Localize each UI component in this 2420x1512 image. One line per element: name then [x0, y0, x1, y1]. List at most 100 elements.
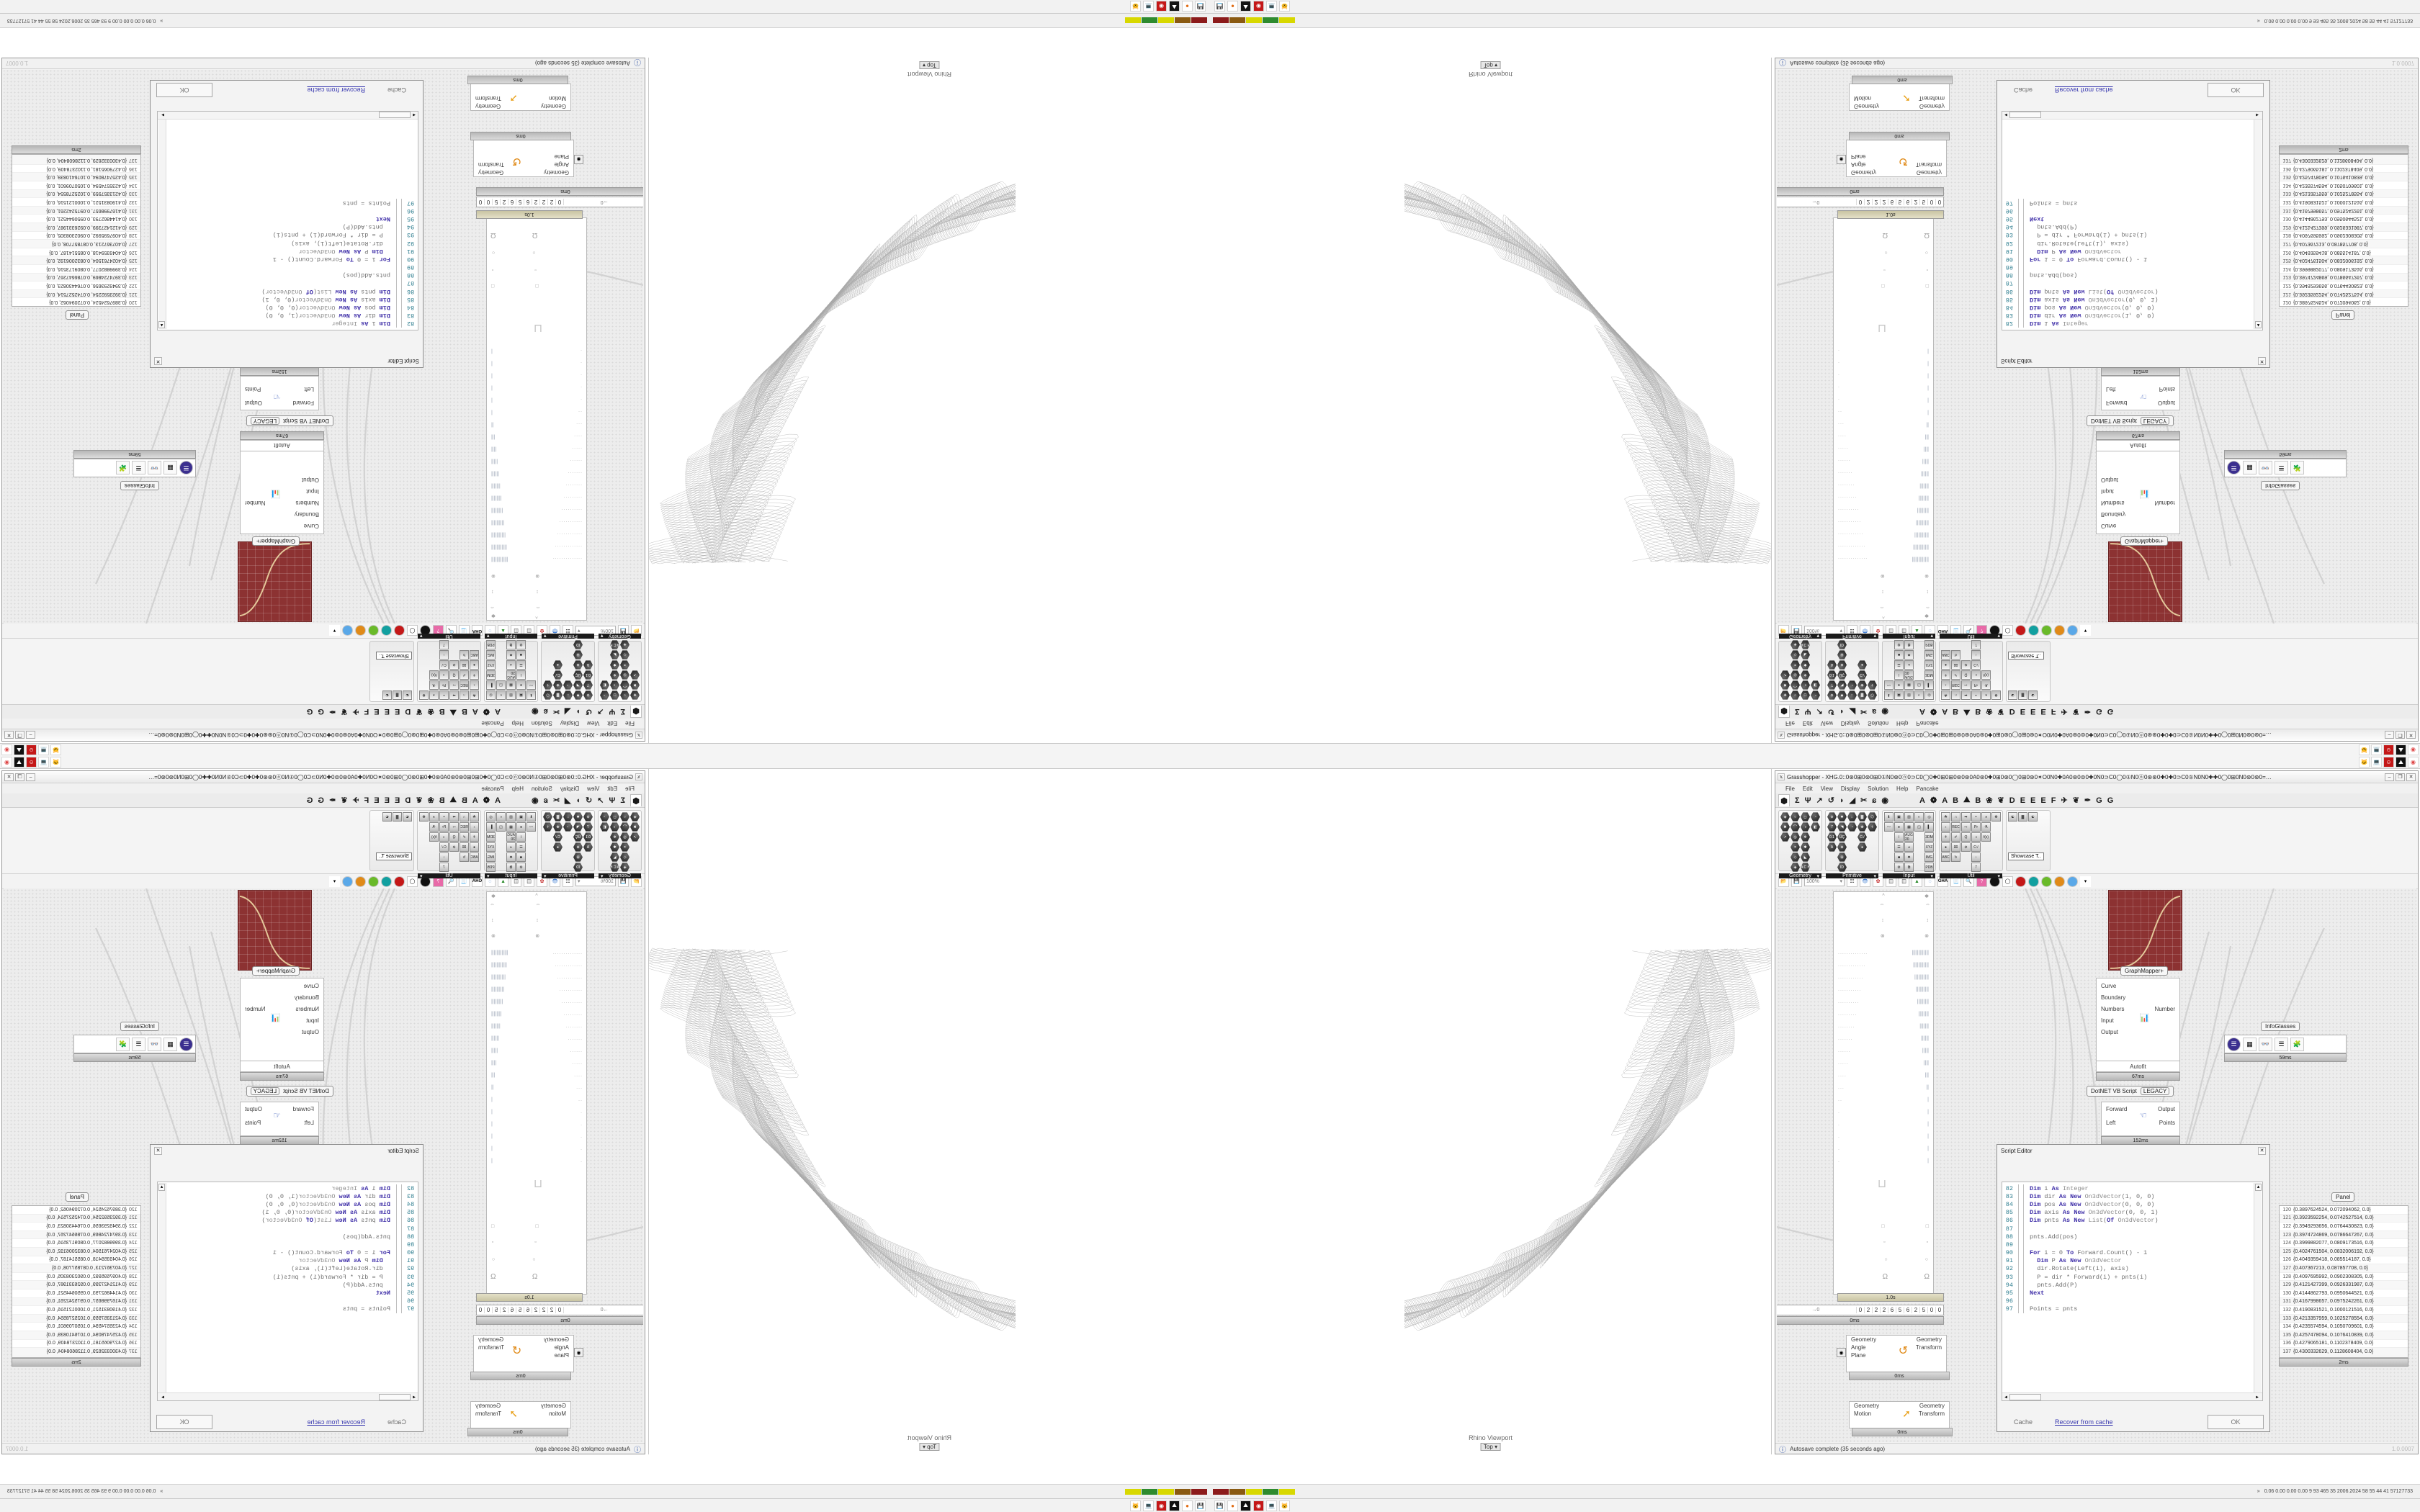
slider-digit[interactable]: 6	[508, 199, 517, 205]
component-icon[interactable]: ∷	[1847, 812, 1857, 822]
category-tab-11[interactable]: ❁	[1930, 796, 1937, 805]
slider-digit[interactable]: 5	[516, 1307, 525, 1313]
component-icon[interactable]: ▍	[1924, 822, 1934, 832]
laptop-icon[interactable]: 💻	[2371, 744, 2382, 755]
rotate-timer[interactable]: 0ms	[470, 132, 571, 140]
slider-timer[interactable]: 0ms	[476, 1316, 643, 1325]
category-tab-6[interactable]: ◢	[1849, 707, 1856, 716]
component-icon[interactable]: ⬡	[543, 690, 552, 700]
category-tab-5[interactable]: ◗	[575, 796, 581, 805]
showcase-icons[interactable]: ☯ ▓ ☯	[2007, 642, 2050, 701]
component-icon[interactable]: ◔	[600, 812, 609, 822]
component-icon[interactable]: ◈	[620, 863, 629, 872]
component-icon[interactable]: ⊞	[1837, 650, 1847, 660]
infoglasses-label[interactable]: InfoGlasses	[2261, 1022, 2300, 1031]
scroll-up-icon[interactable]: ▲	[158, 321, 165, 328]
preview-teal-icon[interactable]	[381, 625, 392, 636]
component-icon[interactable]: 7	[439, 640, 449, 649]
cache-button[interactable]: Cache	[2014, 86, 2033, 94]
slider-digit[interactable]: 0	[485, 1307, 493, 1313]
chevron-down-icon[interactable]: ▾	[2080, 876, 2091, 887]
category-tab-27[interactable]: G	[2107, 707, 2114, 716]
slider-digit[interactable]: 0	[1855, 1307, 1864, 1313]
rhino-viewport[interactable]: Rhino Viewport Top ▾	[648, 58, 1210, 743]
component-icon[interactable]: ◣	[1801, 852, 1810, 862]
ribbon-group-primitive[interactable]: ⊘ 7 0.1 A ✸ ◥ ÜÇ ⊕ ⊞ ID ∷ ◔ ▓ ❀ C:/● ⬡ ⚕ Primitive ▾	[541, 634, 595, 702]
component-icon[interactable]: ◇	[620, 650, 629, 660]
grasshopper-title-bar[interactable]: 𝕩 Grasshopper - XHG.0::0⊛0⊞0⊛0⊞0①N0⊛0ⓝ0⊃…	[1775, 771, 2418, 783]
component-icon[interactable]: ◕	[1981, 812, 1991, 822]
script-editor-dialog[interactable]: Script Editor ✕ 82 Dim i As Integer 83 Dim …	[1996, 80, 2270, 368]
category-tab-4[interactable]: ↺	[1827, 796, 1834, 805]
component-icon[interactable]: ♁	[470, 822, 479, 832]
component-icon[interactable]: ◎	[620, 832, 629, 842]
component-icon[interactable]: ⊞	[1837, 852, 1847, 862]
component-icon[interactable]: ●	[1857, 842, 1867, 852]
component-icon[interactable]: C:/	[439, 660, 449, 670]
component-icon[interactable]: ◔	[1847, 680, 1857, 690]
cat-icon[interactable]: 🐱	[1130, 1, 1141, 12]
category-tab-3[interactable]: ↗	[597, 707, 604, 716]
close-button[interactable]: ✕	[4, 773, 14, 781]
shade-red-icon[interactable]	[2015, 876, 2026, 887]
slider-digit[interactable]: 0	[1935, 199, 1943, 205]
category-tab-9[interactable]: ◉	[1881, 796, 1889, 805]
component-icon[interactable]: ☯	[382, 690, 392, 700]
component-icon[interactable]: XYZ	[1924, 842, 1934, 852]
scroll-up-icon[interactable]: ▲	[2255, 1184, 2262, 1191]
panel-timer[interactable]: 2ms	[2279, 145, 2408, 154]
component-icon[interactable]: Q	[449, 832, 459, 842]
component-icon[interactable]: ◌	[1971, 650, 1981, 660]
component-icon[interactable]: ☯	[403, 812, 412, 822]
component-icon[interactable]: ●	[1857, 660, 1867, 670]
ribbon-icon-grid[interactable]: ☘ ♁ ⚘ ● ABC ∩ REC ✐ ⌧ ↻ ➡ ⇨ Q ⊘ ◓ Pr ◑ C:/◌ 7 ◕ ⚗ f(x) ❁	[1940, 639, 2002, 701]
component-icon[interactable]: ▣	[1894, 690, 1904, 700]
component-icon[interactable]: ✸	[1837, 812, 1847, 822]
component-icon[interactable]: ÜÇ	[1837, 670, 1847, 680]
category-tab-27[interactable]: G	[2107, 796, 2114, 805]
move-timer[interactable]: 0ms	[1852, 76, 1953, 84]
category-tab-22[interactable]: F	[364, 796, 369, 805]
recover-from-cache-link[interactable]: Recover from cache	[307, 86, 365, 94]
script-editor-title-bar[interactable]: Script Editor ✕	[151, 356, 423, 367]
category-tab-3[interactable]: ↗	[597, 796, 604, 805]
ribbon-icon-grid[interactable]: ◈ ✖ ↗ ○ ⌒ ◎ ⚭ ◇ ◈ ◻ ◑ ❄ ✱ ◣ A C B ◔ ◧	[1779, 639, 1821, 701]
component-icon[interactable]: ◐	[1914, 812, 1924, 822]
component-icon[interactable]: REC	[460, 822, 469, 832]
category-tab-1[interactable]: Σ	[620, 796, 625, 805]
bars-icon[interactable]: ☰	[2275, 1037, 2288, 1051]
ribbon-group-util[interactable]: ☘ ♁ ⚘ ● ABC ∩ REC ✐ ⌧ ↻ ➡ ⇨ Q ⊘ ◓ Pr ◑ C:/◌ 7 ◕ ⚗ f(x) ❁ Util ▾	[1939, 634, 2003, 702]
chevron-down-icon[interactable]: ▾	[329, 625, 340, 636]
tray-icon-group[interactable]: 🐱 💻 ☺ ⛰ ◉	[1, 757, 61, 768]
component-icon[interactable]: ☯	[2028, 812, 2038, 822]
component-icon[interactable]: ⧉	[506, 640, 516, 649]
component-icon[interactable]: ●	[1941, 660, 1950, 670]
script-editor-dialog[interactable]: Script Editor ✕ 82 Dim i As Integer 83 Dim …	[150, 80, 424, 368]
slider-digit[interactable]: 2	[1879, 1307, 1888, 1313]
rhino-icon[interactable]: ⛰	[1240, 1, 1251, 12]
component-icon[interactable]: ID	[1837, 640, 1847, 649]
menu-item-display[interactable]: Display	[560, 720, 580, 727]
component-icon[interactable]: ■	[516, 852, 526, 862]
code-editor[interactable]: 82 Dim i As Integer 83 Dim dir As New On3dV…	[2002, 111, 2263, 330]
component-icon[interactable]: ☘	[470, 690, 479, 700]
slider-digit[interactable]: 2	[1911, 1307, 1919, 1313]
preview-teal-icon[interactable]	[2028, 625, 2039, 636]
component-icon[interactable]: ⇨	[1961, 680, 1971, 690]
category-tab-0[interactable]: ⬢	[1778, 706, 1790, 718]
component-icon[interactable]: ⊘	[449, 842, 459, 852]
component-icon[interactable]: REC	[1951, 680, 1960, 690]
component-icon[interactable]: ∩	[1951, 690, 1960, 700]
category-tab-13[interactable]: B	[1953, 707, 1959, 716]
script-editor-dialog[interactable]: Script Editor ✕ 82 Dim i As Integer 83 Dim …	[1996, 1144, 2270, 1432]
curve-timer[interactable]: 67ms	[2096, 431, 2180, 440]
component-icon[interactable]: ∩	[1951, 812, 1960, 822]
component-icon[interactable]: ⇨	[449, 680, 459, 690]
category-tab-5[interactable]: ◗	[1839, 707, 1845, 716]
component-icon[interactable]: ○	[620, 812, 629, 822]
shade-wire-icon[interactable]: ◯	[407, 876, 418, 887]
component-icon[interactable]: ÜÇ	[573, 670, 583, 680]
category-tab-20[interactable]: E	[384, 796, 390, 805]
forward-script-component[interactable]: Forward Output Left Points ☜	[240, 1102, 319, 1136]
status-chevron-icon[interactable]: »	[160, 18, 163, 23]
